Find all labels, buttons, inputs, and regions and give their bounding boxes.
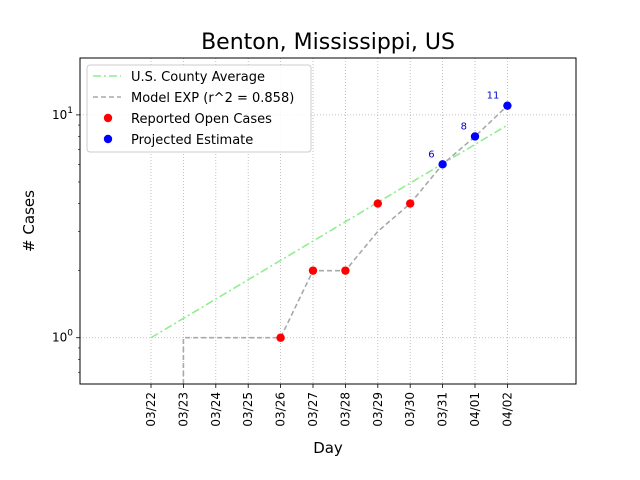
x-tick-label: 03/30 <box>403 392 417 427</box>
legend-label: Projected Estimate <box>131 133 253 148</box>
legend: U.S. County Average Model EXP (r^2 = 0.85… <box>86 64 312 153</box>
series-line <box>150 124 508 339</box>
data-point <box>276 333 285 342</box>
x-tick-label: 03/31 <box>436 392 450 427</box>
data-point <box>438 160 447 169</box>
legend-box <box>86 64 312 153</box>
legend-label: Model EXP (r^2 = 0.858) <box>131 91 294 106</box>
data-point <box>406 199 415 208</box>
data-label: 6 <box>428 149 434 160</box>
plot-frame <box>79 57 577 385</box>
x-tick-label: 03/28 <box>338 392 352 427</box>
x-tick-label: 03/22 <box>144 392 158 427</box>
legend-label: U.S. County Average <box>131 70 265 85</box>
data-point <box>308 266 318 275</box>
data-label: 8 <box>461 121 467 132</box>
x-tick-label: 03/25 <box>241 392 255 427</box>
series-layer: 6 8 11 <box>150 91 512 384</box>
x-tick-label: 03/23 <box>176 392 190 427</box>
x-axis-label: Day <box>313 439 343 457</box>
data-point <box>341 266 350 275</box>
x-tick-label: 03/24 <box>209 392 223 427</box>
data-point <box>373 199 382 208</box>
x-tick-label: 04/01 <box>468 392 482 427</box>
data-point <box>503 101 512 110</box>
y-axis-label: # Cases <box>20 190 38 252</box>
y-axis: 100 101 <box>52 106 80 373</box>
data-point <box>470 132 480 141</box>
x-tick-label: 03/29 <box>371 392 385 427</box>
series-line <box>182 105 508 384</box>
y-tick-label: 100 <box>52 329 73 345</box>
legend-marker <box>103 134 113 144</box>
data-label: 11 <box>487 91 500 102</box>
chart-title: Benton, Mississippi, US <box>201 30 455 55</box>
x-axis: 03/22 03/23 03/24 03/25 03/26 03/27 03/28 03/29… <box>144 384 514 427</box>
legend-marker <box>103 113 113 123</box>
y-tick-label: 101 <box>52 106 73 122</box>
x-tick-label: 04/02 <box>500 392 514 427</box>
x-tick-label: 03/26 <box>274 392 288 427</box>
x-tick-label: 03/27 <box>306 392 320 427</box>
legend-label: Reported Open Cases <box>131 112 272 127</box>
